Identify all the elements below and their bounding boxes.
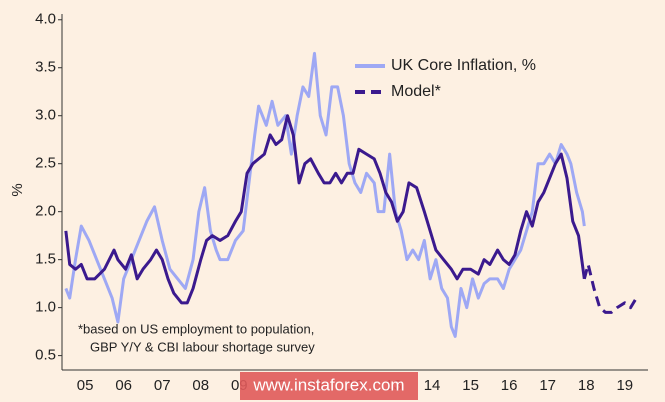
x-tick-label: 07: [154, 377, 171, 394]
x-tick-label: 19: [616, 377, 633, 394]
x-tick-label: 06: [115, 377, 132, 394]
y-tick-label: 3.0: [35, 107, 56, 124]
watermark: www.instaforex.com: [252, 375, 404, 394]
x-tick-label: 17: [539, 377, 556, 394]
y-tick-label: 2.5: [35, 155, 56, 172]
x-tick-label: 14: [424, 377, 441, 394]
footnote: GBP Y/Y & CBI labour shortage survey: [90, 339, 315, 354]
legend-label: Model*: [391, 83, 441, 100]
y-tick-label: 1.0: [35, 299, 56, 316]
y-tick-label: 0.5: [35, 347, 56, 364]
footnote: *based on US employment to population,: [78, 321, 314, 336]
y-axis-label: %: [9, 183, 26, 196]
y-tick-label: 3.5: [35, 59, 56, 76]
x-tick-label: 08: [192, 377, 209, 394]
series-line: [64, 51, 586, 338]
x-tick-label: 16: [501, 377, 518, 394]
y-tick-label: 2.0: [35, 203, 56, 220]
series-line: [582, 262, 638, 314]
y-tick-label: 4.0: [35, 11, 56, 28]
y-tick-label: 1.5: [35, 251, 56, 268]
x-tick-label: 18: [578, 377, 595, 394]
x-tick-label: 05: [77, 377, 94, 394]
legend-label: UK Core Inflation, %: [391, 57, 536, 74]
series-line: [64, 114, 586, 305]
watermark-box: [240, 372, 418, 400]
x-tick-label: 15: [462, 377, 479, 394]
